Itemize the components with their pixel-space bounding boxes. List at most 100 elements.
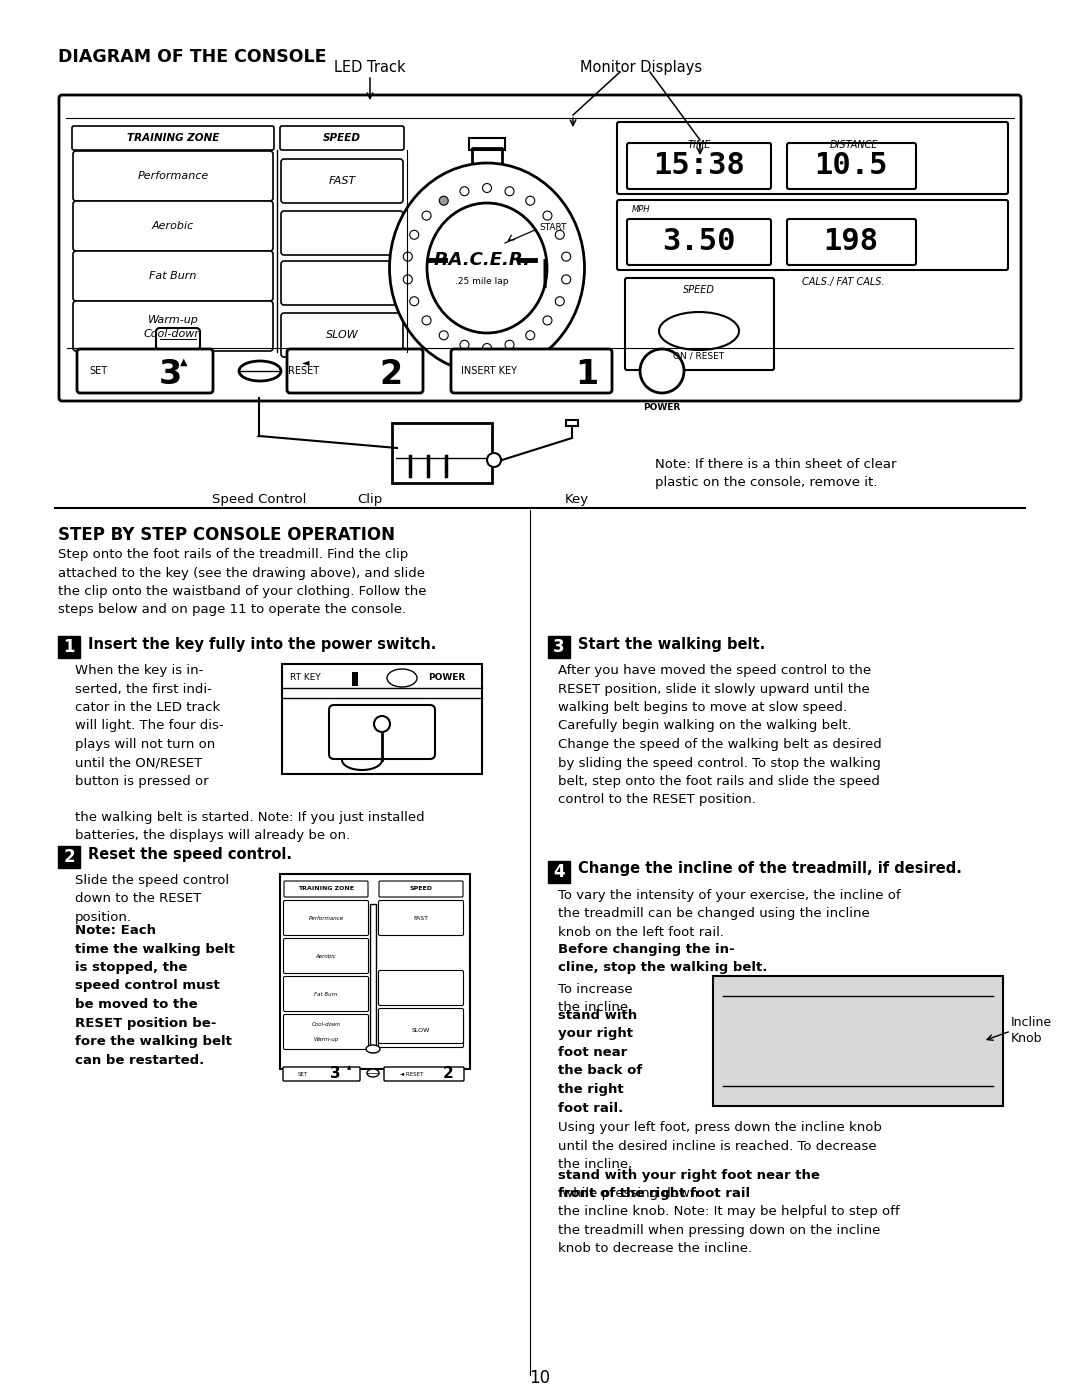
Bar — [282, 664, 482, 774]
Text: 1: 1 — [64, 638, 75, 657]
Text: Incline
Knob: Incline Knob — [1011, 1017, 1052, 1045]
Text: .25 mile lap: .25 mile lap — [456, 278, 509, 286]
Bar — [548, 636, 570, 658]
Text: SET: SET — [89, 366, 107, 376]
Text: ▲: ▲ — [347, 1065, 351, 1070]
Text: ◄: ◄ — [302, 358, 310, 367]
Ellipse shape — [659, 312, 739, 351]
Text: stand with
your right
foot near
the back of
the right
foot rail.: stand with your right foot near the back… — [558, 1009, 643, 1115]
Bar — [370, 904, 376, 1052]
Text: 1: 1 — [576, 358, 598, 391]
FancyBboxPatch shape — [287, 349, 423, 393]
Text: DISTANCE: DISTANCE — [829, 140, 878, 149]
Text: ▲: ▲ — [180, 358, 188, 367]
FancyBboxPatch shape — [156, 328, 200, 351]
Text: When the key is in-
serted, the first indi-
cator in the LED track
will light. T: When the key is in- serted, the first in… — [75, 664, 224, 788]
FancyBboxPatch shape — [627, 142, 771, 189]
Text: ON / RESET: ON / RESET — [674, 352, 725, 360]
Text: 10: 10 — [529, 1369, 551, 1387]
Text: the walking belt is started. Note: If you just installed
batteries, the displays: the walking belt is started. Note: If yo… — [75, 812, 424, 842]
Text: Reset the speed control.: Reset the speed control. — [87, 847, 292, 862]
FancyBboxPatch shape — [283, 939, 368, 974]
Circle shape — [409, 296, 419, 306]
Text: Fat Burn: Fat Burn — [149, 271, 197, 281]
Text: CALS./ FAT CALS.: CALS./ FAT CALS. — [802, 277, 885, 286]
Circle shape — [487, 453, 501, 467]
Text: Warm-up: Warm-up — [313, 1038, 339, 1042]
Circle shape — [555, 231, 564, 239]
Text: Speed Control: Speed Control — [212, 493, 307, 506]
FancyBboxPatch shape — [384, 1067, 464, 1081]
Circle shape — [403, 251, 413, 261]
FancyBboxPatch shape — [77, 349, 213, 393]
Text: Slide the speed control
down to the RESET
position.: Slide the speed control down to the RESE… — [75, 875, 229, 923]
Circle shape — [505, 187, 514, 196]
Text: P.A.C.E.R.: P.A.C.E.R. — [433, 251, 530, 270]
Text: SPEED: SPEED — [409, 887, 432, 891]
Text: LED Track: LED Track — [334, 60, 406, 75]
Text: SLOW: SLOW — [326, 330, 359, 339]
Circle shape — [562, 251, 570, 261]
Text: Using your left foot, press down the incline knob
until the desired incline is r: Using your left foot, press down the inc… — [558, 1120, 882, 1171]
Text: INSERT KEY: INSERT KEY — [461, 366, 517, 376]
Text: Fat Burn: Fat Burn — [314, 992, 338, 996]
FancyBboxPatch shape — [73, 300, 273, 351]
Circle shape — [526, 196, 535, 205]
Ellipse shape — [427, 203, 546, 332]
Text: TRAINING ZONE: TRAINING ZONE — [298, 887, 354, 891]
Text: Aerobic: Aerobic — [315, 954, 336, 958]
Text: Step onto the foot rails of the treadmill. Find the clip
attached to the key (se: Step onto the foot rails of the treadmil… — [58, 548, 427, 616]
Text: Monitor Displays: Monitor Displays — [580, 60, 702, 75]
FancyBboxPatch shape — [281, 211, 403, 256]
Text: Start the walking belt.: Start the walking belt. — [578, 637, 766, 651]
Text: Aerobic: Aerobic — [152, 221, 194, 231]
FancyBboxPatch shape — [787, 142, 916, 189]
Text: Performance: Performance — [309, 915, 343, 921]
FancyBboxPatch shape — [627, 219, 771, 265]
Text: 2: 2 — [379, 358, 403, 391]
Text: SLOW: SLOW — [411, 1028, 430, 1032]
Circle shape — [422, 211, 431, 221]
Text: FAST: FAST — [414, 915, 429, 921]
Text: SET: SET — [298, 1071, 308, 1077]
Circle shape — [409, 231, 419, 239]
Circle shape — [374, 717, 390, 732]
Text: Clip: Clip — [357, 493, 382, 506]
Text: FAST: FAST — [328, 176, 355, 186]
Text: 2: 2 — [443, 1066, 454, 1080]
FancyBboxPatch shape — [281, 159, 403, 203]
FancyBboxPatch shape — [787, 219, 916, 265]
Circle shape — [440, 196, 448, 205]
Text: stand with your right foot near the
front of the right foot rail: stand with your right foot near the fron… — [558, 1169, 820, 1200]
FancyBboxPatch shape — [59, 95, 1021, 401]
Ellipse shape — [239, 360, 281, 381]
Text: Before changing the in-
cline, stop the walking belt.: Before changing the in- cline, stop the … — [558, 943, 768, 975]
Text: Cool-down: Cool-down — [311, 1021, 340, 1027]
Bar — [58, 636, 80, 658]
FancyBboxPatch shape — [280, 126, 404, 149]
Polygon shape — [352, 672, 357, 686]
Text: After you have moved the speed control to the
RESET position, slide it slowly up: After you have moved the speed control t… — [558, 664, 881, 806]
FancyBboxPatch shape — [73, 251, 273, 300]
Ellipse shape — [366, 1045, 380, 1053]
FancyBboxPatch shape — [283, 901, 368, 936]
Text: ◄ RESET: ◄ RESET — [400, 1071, 423, 1077]
Text: DIAGRAM OF THE CONSOLE: DIAGRAM OF THE CONSOLE — [58, 47, 326, 66]
FancyBboxPatch shape — [378, 901, 463, 936]
Circle shape — [483, 183, 491, 193]
FancyBboxPatch shape — [283, 977, 368, 1011]
Circle shape — [422, 316, 431, 326]
Text: To vary the intensity of your exercise, the incline of
the treadmill can be chan: To vary the intensity of your exercise, … — [558, 888, 901, 939]
Circle shape — [460, 341, 469, 349]
Text: TIME: TIME — [687, 140, 711, 149]
Text: RT KEY: RT KEY — [291, 673, 321, 683]
Text: Warm-up: Warm-up — [148, 314, 199, 326]
Text: 4: 4 — [553, 863, 565, 882]
Text: 3: 3 — [159, 358, 181, 391]
FancyBboxPatch shape — [329, 705, 435, 759]
FancyBboxPatch shape — [281, 313, 403, 358]
Text: SPEED: SPEED — [323, 133, 361, 142]
Bar — [174, 182, 183, 355]
FancyBboxPatch shape — [378, 1009, 463, 1044]
Text: SPEED: SPEED — [683, 285, 715, 295]
